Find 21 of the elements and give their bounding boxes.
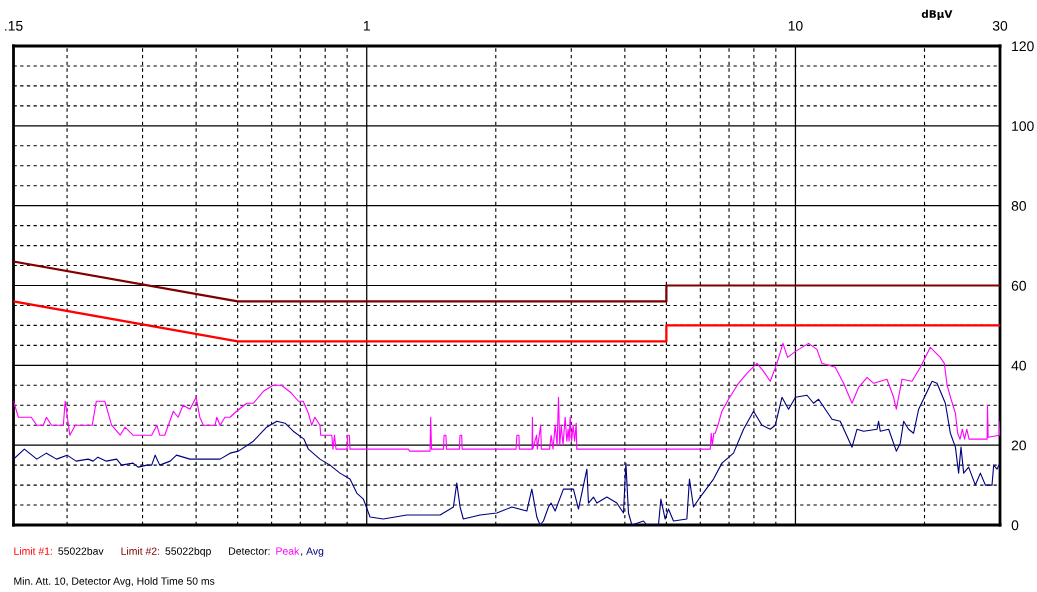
x-tick-label: 10 xyxy=(788,20,803,31)
text: Limit #2: xyxy=(121,547,160,555)
text: Avg xyxy=(306,547,324,557)
text: , xyxy=(301,553,303,557)
y-tick-label: 20 xyxy=(1011,440,1027,451)
x-tick-label: 1 xyxy=(363,21,370,31)
text: Limit #1: xyxy=(14,547,52,555)
x-tick-label: 30 xyxy=(992,20,1008,31)
text: Peak xyxy=(276,547,300,555)
text: 55022bav xyxy=(58,547,104,555)
y-tick-label: 100 xyxy=(1012,121,1034,131)
y-tick-label: 80 xyxy=(1011,201,1027,211)
x-tick-label: .15 xyxy=(5,21,23,31)
text: 55022bqp xyxy=(165,547,211,557)
text: Min. Att. 10, Detector Avg, Hold Time 50 ms xyxy=(14,577,215,587)
y-tick-label: 40 xyxy=(1011,360,1027,371)
y-tick-label: 120 xyxy=(1012,41,1034,52)
y-tick-label: 60 xyxy=(1011,280,1027,291)
y-axis-title: dBµV xyxy=(921,9,953,20)
legend-title: Detector: xyxy=(229,547,270,555)
y-tick-label: 0 xyxy=(1011,520,1019,531)
